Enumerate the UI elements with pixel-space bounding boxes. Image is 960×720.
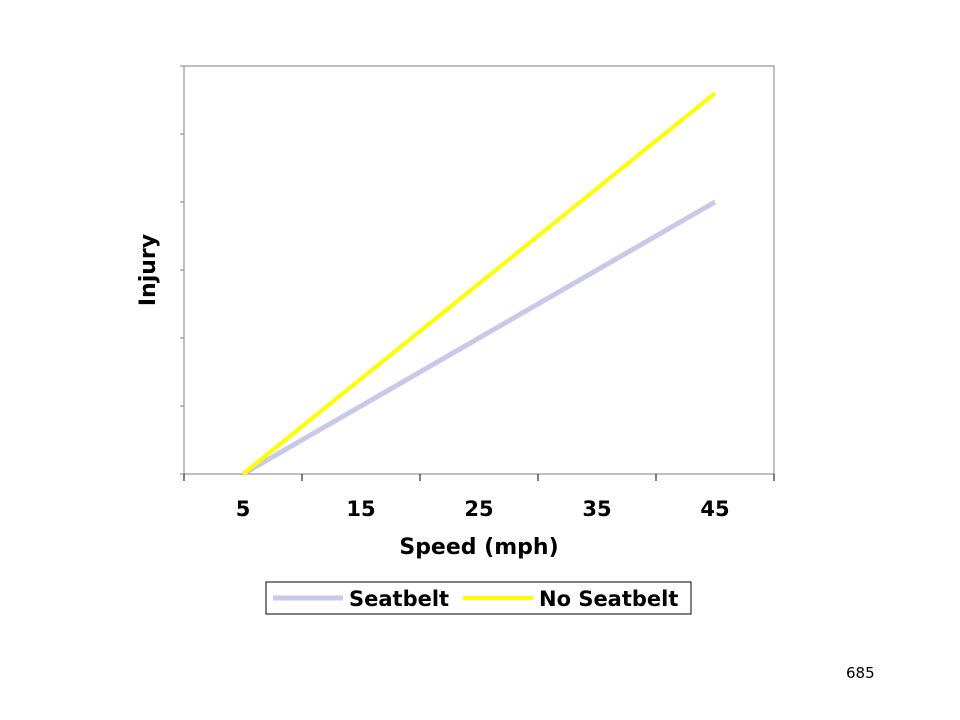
y-axis-title: Injury bbox=[136, 234, 161, 306]
x-tick-label: 35 bbox=[582, 497, 611, 521]
x-tick-label: 45 bbox=[700, 497, 729, 521]
axis-ticks: 5 15 25 35 45 bbox=[180, 65, 775, 521]
x-tick-label: 25 bbox=[464, 497, 493, 521]
data-series bbox=[241, 91, 717, 477]
series-line-no-seatbelt bbox=[241, 91, 717, 476]
plot-area bbox=[183, 65, 775, 475]
legend-label-seatbelt: Seatbelt bbox=[349, 587, 449, 611]
x-tick-label: 15 bbox=[346, 497, 375, 521]
x-tick-label: 5 bbox=[236, 497, 251, 521]
page-number: 685 bbox=[846, 664, 875, 682]
series-line-seatbelt bbox=[241, 199, 717, 477]
x-axis-title: Speed (mph) bbox=[399, 535, 558, 560]
legend-label-no-seatbelt: No Seatbelt bbox=[539, 587, 678, 611]
legend: Seatbelt No Seatbelt bbox=[265, 581, 692, 615]
